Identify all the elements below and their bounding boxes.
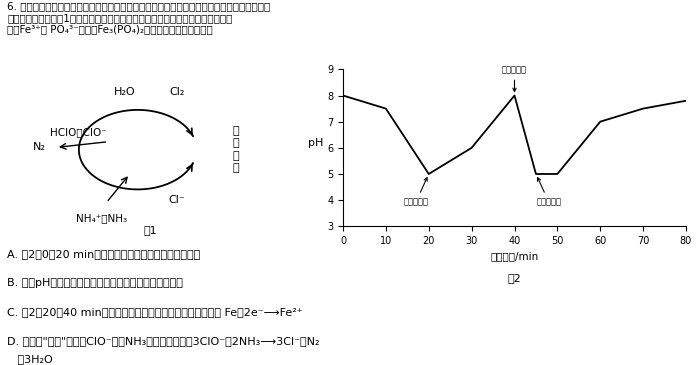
X-axis label: 电解时间/min: 电解时间/min — [491, 251, 538, 262]
Text: NH₄⁺、NH₃: NH₄⁺、NH₃ — [76, 213, 127, 223]
Text: 图2: 图2 — [508, 273, 522, 283]
Text: HClO、ClO⁻: HClO、ClO⁻ — [50, 127, 107, 137]
Text: C. 图2中20～40 min内去除的是磷元素，阳极的电极反应式为 Fe－2e⁻⟶Fe²⁺: C. 图2中20～40 min内去除的是磷元素，阳极的电极反应式为 Fe－2e⁻… — [7, 307, 302, 317]
Text: ＋3H₂O: ＋3H₂O — [7, 354, 52, 365]
Y-axis label: pH: pH — [308, 138, 323, 148]
Text: A. 图2中0～20 min内去除的是氮元素，此时石墨作阴极: A. 图2中0～20 min内去除的是氮元素，此时石墨作阴极 — [7, 249, 200, 260]
Text: 6. 生活污水中的氮元素和磷元素主要以铵盐和磷酸盐的形式存在，可用电解法（铁、石墨作电
极）去除，原理如图1所示原理可进行除氮，翻转电极正负极可进行除磷，原理是: 6. 生活污水中的氮元素和磷元素主要以铵盐和磷酸盐的形式存在，可用电解法（铁、石… — [7, 1, 270, 35]
Text: H₂O: H₂O — [114, 87, 135, 97]
Text: 翻转正负极: 翻转正负极 — [403, 178, 428, 207]
Text: N₂: N₂ — [33, 142, 46, 153]
Text: 图1: 图1 — [144, 225, 158, 235]
Text: 翻转正负极: 翻转正负极 — [502, 66, 527, 92]
Text: D. 电解法"除氮"过程中ClO⁻氧化NH₃的离子方程式为3ClO⁻＋2NH₃⟶3Cl⁻＋N₂: D. 电解法"除氮"过程中ClO⁻氧化NH₃的离子方程式为3ClO⁻＋2NH₃⟶… — [7, 336, 319, 346]
Text: 翻转正负极: 翻转正负极 — [536, 178, 561, 207]
Text: Cl₂: Cl₂ — [169, 87, 185, 97]
Text: B. 溶液pH越小，有效氯浓度越大，氮元素的去除率越高: B. 溶液pH越小，有效氯浓度越大，氮元素的去除率越高 — [7, 278, 183, 288]
Text: Cl⁻: Cl⁻ — [169, 196, 186, 205]
Text: 石
墨
电
极: 石 墨 电 极 — [232, 126, 239, 173]
